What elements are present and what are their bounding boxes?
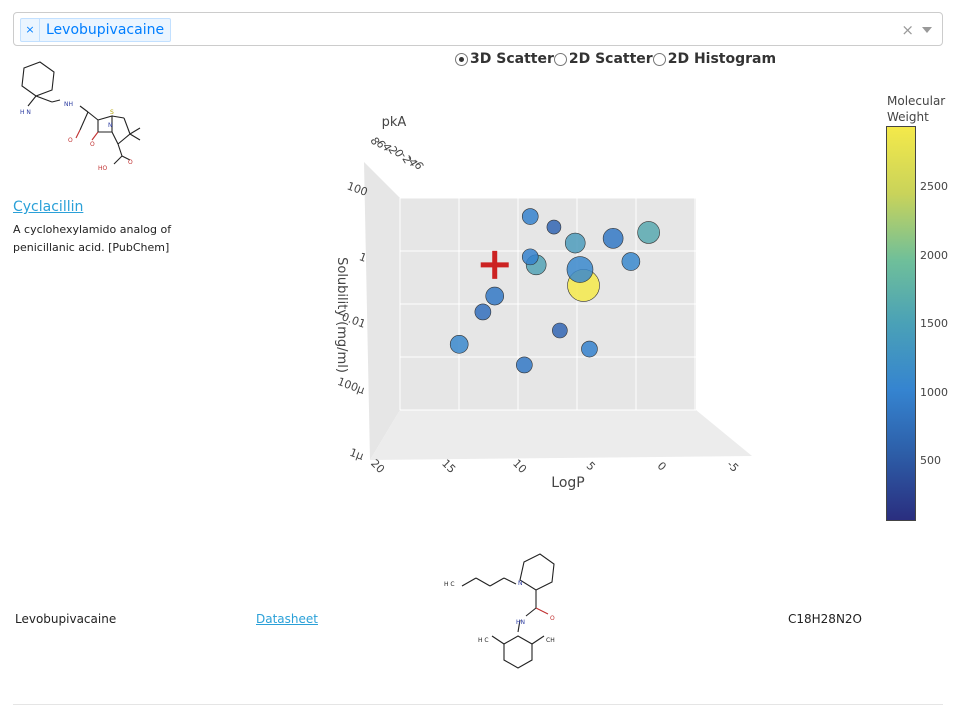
colorbar-tick-label: 2000 [920,248,948,262]
svg-text:H C: H C [478,637,489,644]
left-wall [364,162,400,460]
highlighted-point [480,250,509,279]
data-point[interactable] [552,322,568,339]
colorbar-tick-label: 2500 [920,180,948,193]
radio-2d-histogram-dot[interactable] [652,52,666,66]
table-cell-formula: C18H28N2O [788,612,862,626]
table-divider [13,704,943,705]
hover-compound-description: A cyclohexylamido analog of penicillanic… [13,223,172,254]
data-point[interactable] [566,256,594,283]
svg-text:H C: H C [444,581,455,588]
radio-2d-histogram-label: 2D Histogram [667,51,777,67]
clear-icon[interactable]: × [901,21,914,39]
data-point[interactable] [546,219,562,235]
radio-2d-scatter-dot[interactable] [553,52,567,66]
remove-tag-icon[interactable]: × [21,19,40,41]
data-point[interactable] [521,248,539,266]
svg-text:N: N [518,580,523,587]
data-point[interactable] [637,221,660,244]
selected-tag-label: Levobupivacaine [46,22,165,38]
colorbar-tick-label: 1500 [920,317,948,330]
radio-3d-scatter[interactable]: 3D Scatter [455,51,554,67]
table-cell-name: Levobupivacaine [15,612,117,626]
y-tick-label: 100μ [336,375,367,397]
svg-text:O: O [128,159,133,166]
selected-tag: × Levobupivacaine [20,18,172,42]
svg-text:CH: CH [546,637,555,644]
radio-3d-scatter-dot[interactable] [455,52,468,66]
plot-type-radios: 3D Scatter 2D Scatter 2D Histogram [455,51,776,67]
datasheet-link[interactable]: Datasheet [256,612,318,626]
svg-text:O: O [550,615,555,622]
data-point[interactable] [621,252,641,271]
data-point[interactable] [449,335,469,354]
colorbar [886,126,916,521]
y-tick-label: 1μ [348,446,366,463]
z-axis-title: pkA [382,115,407,130]
x-tick-label: 15 [439,457,458,476]
data-point[interactable] [474,303,492,321]
svg-text:HO: HO [98,165,108,172]
data-point[interactable] [564,232,586,254]
svg-text:HN: HN [516,619,525,626]
radio-2d-histogram[interactable]: 2D Histogram [652,51,777,67]
svg-text:O: O [90,141,95,148]
data-point[interactable] [521,208,539,225]
radio-3d-scatter-label: 3D Scatter [470,51,554,67]
x-tick-label: 0 [655,459,669,473]
data-point[interactable] [581,340,598,358]
colorbar-tick-label: 500 [920,454,941,467]
data-point[interactable] [516,356,533,374]
colorbar-tick-label: 1000 [920,385,948,399]
compound-dropdown[interactable]: × Levobupivacaine × [13,12,943,46]
floor [370,410,752,460]
x-axis-title: LogP [551,475,584,491]
colorbar-title: Molecular Weight [887,94,946,124]
data-point[interactable] [602,228,624,249]
svg-text:S: S [110,109,114,116]
x-tick-label: -5 [724,458,741,475]
x-tick-label: 10 [510,457,529,476]
selected-molecule-structure: H C N HN O H C CH [444,553,555,669]
chevron-down-icon[interactable] [922,27,932,33]
x-tick-label: 5 [584,459,598,473]
svg-text:NH: NH [64,101,73,108]
svg-text:H N: H N [20,109,31,116]
hover-compound-link[interactable]: Cyclacillin [13,199,84,215]
y-axis-title: Solubility (mg/ml) [334,257,349,373]
hover-molecule-structure: H N NH N S O O HO O [20,61,141,172]
radio-2d-scatter-label: 2D Scatter [568,51,653,67]
y-tick-label: 1 [357,250,368,265]
svg-text:O: O [68,137,73,144]
svg-text:N: N [108,122,113,129]
data-point[interactable] [485,286,505,306]
radio-2d-scatter[interactable]: 2D Scatter [553,51,653,67]
